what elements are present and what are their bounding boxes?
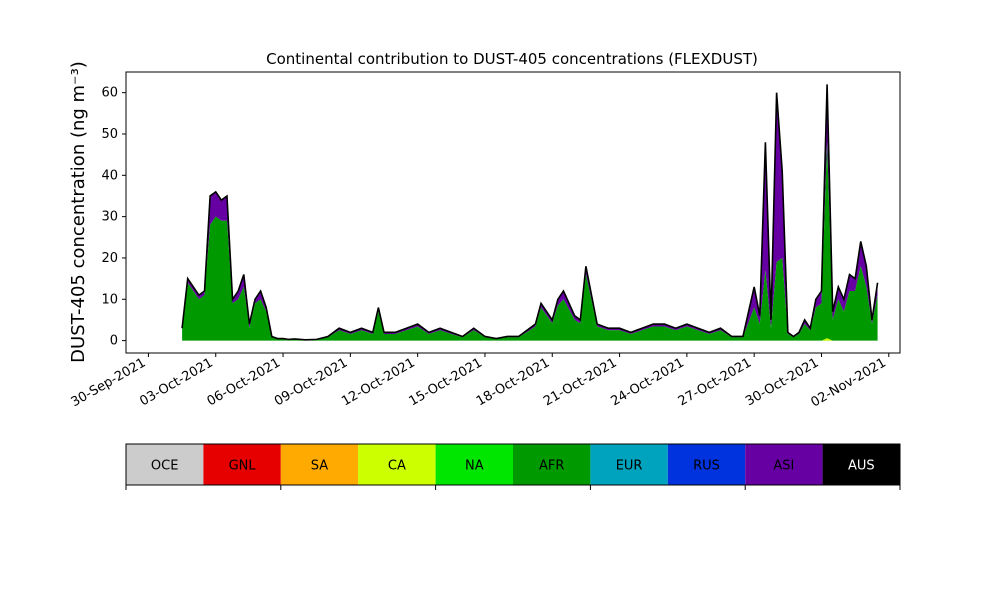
y-tick-label: 30 — [101, 210, 118, 225]
legend-swatch-eur — [590, 444, 668, 485]
legend-swatch-oce — [126, 444, 204, 485]
x-tick-label: 12-Oct-2021 — [339, 355, 417, 409]
x-tick-label: 15-Oct-2021 — [407, 355, 485, 409]
legend-swatch-ca — [358, 444, 436, 485]
legend-swatch-asi — [745, 444, 823, 485]
chart-title: Continental contribution to DUST-405 con… — [266, 50, 758, 68]
legend-swatch-rus — [667, 444, 746, 485]
y-tick-label: 0 — [110, 334, 118, 349]
legend-label-gnl: GNL — [229, 459, 257, 474]
legend-label-ca: CA — [388, 459, 406, 474]
series-line-total — [181, 84, 879, 341]
y-tick-label: 10 — [101, 292, 118, 307]
y-tick-label: 60 — [101, 86, 118, 101]
legend-label-sa: SA — [311, 459, 328, 474]
legend-label-aus: AUS — [848, 459, 875, 474]
legend-label-afr: AFR — [539, 459, 564, 474]
x-tick-label: 03-Oct-2021 — [137, 355, 215, 409]
y-tick-label: 20 — [101, 251, 118, 266]
x-tick-label: 06-Oct-2021 — [205, 355, 283, 409]
legend-label-oce: OCE — [151, 459, 179, 474]
plot-area — [125, 71, 901, 354]
y-axis: 0 10 20 30 40 50 60 — [101, 86, 126, 349]
colorbar-frame — [125, 443, 901, 486]
legend-swatch-aus — [822, 444, 900, 485]
legend-swatch-na — [435, 444, 513, 485]
legend-swatch-afr — [513, 444, 591, 485]
x-tick-label: 09-Oct-2021 — [272, 355, 350, 409]
legend-label-na: NA — [465, 459, 484, 474]
x-tick-label: 24-Oct-2021 — [608, 355, 686, 409]
y-tick-label: 40 — [101, 168, 118, 183]
plot-frame — [125, 71, 901, 354]
y-axis-label: DUST-405 concentration (ng m⁻³) — [68, 61, 89, 363]
colorbar-legend: OCE GNL SA CA NA AFR EUR RUS ASI AUS — [125, 443, 901, 490]
x-axis: 30-Sep-202103-Oct-202106-Oct-202109-Oct-… — [69, 353, 890, 410]
legend-label-rus: RUS — [693, 459, 720, 474]
legend-label-asi: ASI — [773, 459, 794, 474]
legend-label-eur: EUR — [616, 459, 643, 474]
x-tick-label: 18-Oct-2021 — [474, 355, 552, 409]
legend-swatch-gnl — [203, 444, 281, 485]
x-tick-label: 02-Nov-2021 — [809, 355, 889, 410]
y-tick-label: 50 — [101, 127, 118, 142]
series-area-afr — [182, 142, 878, 341]
legend-swatch-sa — [280, 444, 359, 485]
x-tick-label: 27-Oct-2021 — [676, 355, 754, 409]
x-tick-label: 21-Oct-2021 — [541, 355, 619, 409]
